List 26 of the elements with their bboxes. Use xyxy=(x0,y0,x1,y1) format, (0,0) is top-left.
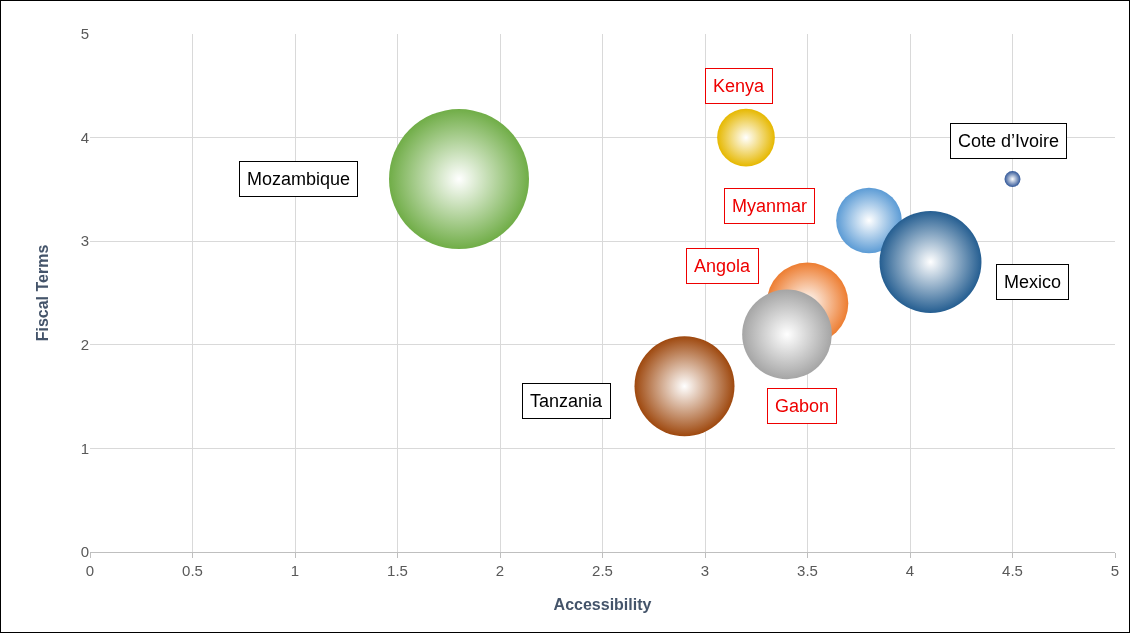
y-tick-label: 0 xyxy=(80,543,89,561)
x-tick-label: 4 xyxy=(905,562,915,579)
x-tick-label: 2.5 xyxy=(592,562,613,579)
y-tick-label: 2 xyxy=(80,336,89,354)
series-label: Angola xyxy=(694,256,752,276)
x-tick-label: 0.5 xyxy=(182,562,203,579)
y-axis-title: Fiscal Terms xyxy=(34,244,51,342)
x-tick-label: 5 xyxy=(1110,562,1120,579)
x-axis-title: Accessibility xyxy=(553,596,652,613)
text: Mozambique xyxy=(247,169,351,189)
x-tick-label: 3.5 xyxy=(797,562,818,579)
series-label: Kenya xyxy=(713,76,766,96)
series-label: Mexico xyxy=(1004,272,1062,292)
x-tick-label: 2 xyxy=(495,562,505,579)
y-tick-label: 4 xyxy=(80,128,89,146)
series-label: Tanzania xyxy=(530,391,604,411)
x-tick-label: 4.5 xyxy=(1002,562,1023,579)
y-tick-label: 3 xyxy=(80,232,89,250)
y-tick-label: 1 xyxy=(80,439,89,457)
x-tick-label: 1.5 xyxy=(387,562,408,579)
y-tick-label: 5 xyxy=(80,25,89,43)
series-label: Cote d’Ivoire xyxy=(958,131,1060,151)
x-tick-label: 3 xyxy=(700,562,710,579)
series-label: Gabon xyxy=(775,396,830,416)
series-label: Myanmar xyxy=(732,196,808,216)
x-tick-label: 1 xyxy=(290,562,300,579)
